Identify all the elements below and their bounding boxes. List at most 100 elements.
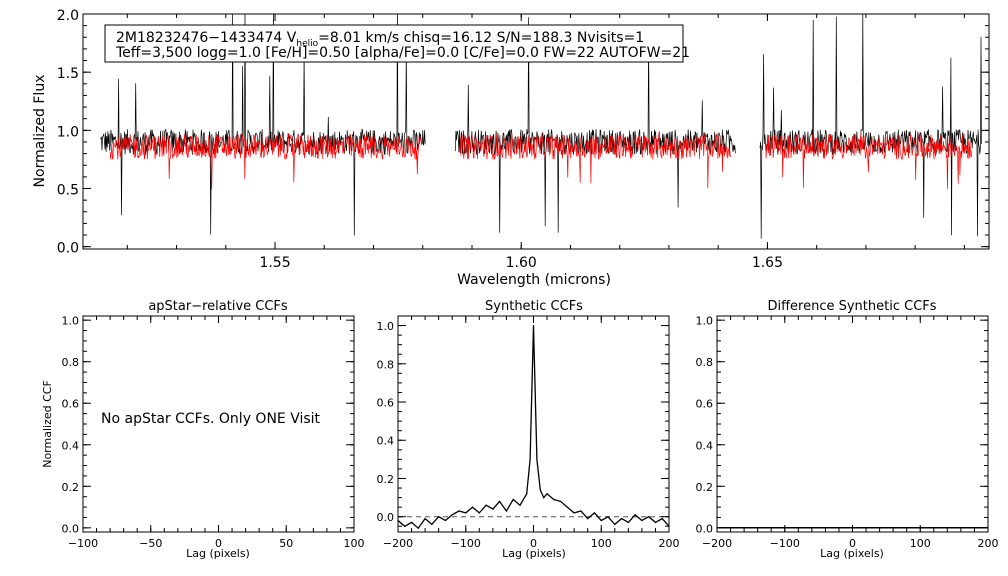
synthetic-ccf-point xyxy=(546,493,548,495)
synthetic-ccf-point xyxy=(600,519,602,522)
apstar-title: apStar−relative CCFs xyxy=(148,299,288,314)
annotation-line-2: Teff=3,500 logg=1.0 [Fe/H]=0.50 [alpha/F… xyxy=(115,45,690,61)
synthetic-ccf-point xyxy=(431,523,433,526)
synthetic-ytick-label: 0.0 xyxy=(377,511,395,524)
synthetic-xtick-label: 200 xyxy=(659,537,680,550)
synthetic-ytick-label: 0.4 xyxy=(377,435,395,448)
model-spectrum-line xyxy=(764,132,973,189)
synthetic-xtick-label: 0 xyxy=(530,537,537,550)
apstar-xtick-label: 50 xyxy=(279,537,293,550)
synthetic-ccf-point xyxy=(614,523,616,526)
model-spectrum-line xyxy=(459,133,731,189)
apstar-message: No apStar CCFs. Only ONE Visit xyxy=(101,411,321,427)
difference-ytick-label: 1.0 xyxy=(696,315,714,328)
difference-xtick-label: 0 xyxy=(849,537,856,550)
synthetic-ytick-label: 0.8 xyxy=(377,358,395,371)
synthetic-ccf-point xyxy=(648,516,650,518)
synthetic-ccf-point xyxy=(492,508,494,510)
synthetic-ccf-point xyxy=(566,506,569,508)
synthetic-ccf-point xyxy=(499,500,501,502)
spectrum-annotation: 2M18232476−1433474 Vhelio=8.01 km/s chis… xyxy=(104,24,690,63)
difference-ytick-label: 0.8 xyxy=(696,356,714,369)
spectrum-series xyxy=(99,14,982,239)
apstar-xlabel: Lag (pixels) xyxy=(186,547,250,560)
synthetic-ccf-point xyxy=(661,518,663,520)
apstar-ylabel: Normalized CCF xyxy=(41,380,54,468)
model-spectrum-line xyxy=(109,133,421,190)
spectrum-ylabel: Normalized Flux xyxy=(32,75,48,188)
synthetic-ccf-point xyxy=(485,504,487,506)
synthetic-xtick-label: 100 xyxy=(591,537,612,550)
synthetic-ccf-point xyxy=(529,458,531,460)
apstar-xtick-label: −50 xyxy=(139,537,162,550)
difference-ytick-label: 0.6 xyxy=(696,398,714,411)
difference-ytick-label: 0.0 xyxy=(696,522,714,535)
difference-xtick-label: −200 xyxy=(702,537,732,550)
apstar-xtick-label: −100 xyxy=(68,537,98,550)
synthetic-ccf-point xyxy=(634,514,636,516)
spectrum-xlabel: Wavelength (microns) xyxy=(457,272,611,288)
synthetic-ticks: −200 −100 0 100 200 0.0 0.2 0.4 0.6 0.8 1.0 xyxy=(377,315,680,550)
synthetic-ccf-point xyxy=(641,519,643,522)
synthetic-ccf-point xyxy=(478,512,480,514)
v-subscript: helio xyxy=(296,39,318,49)
difference-ticks: −200 −100 0 100 200 0.0 0.2 0.4 0.6 0.8 1.0 xyxy=(696,315,999,550)
spectrum-panel: 1.55 1.60 1.65 0.0 0.5 1.0 1.5 2.0 2M18232476−1… xyxy=(32,8,990,288)
spectrum-xtick-label: 1.55 xyxy=(259,255,290,271)
difference-xtick-label: 100 xyxy=(910,537,931,550)
apstar-ytick-label: 0.2 xyxy=(62,481,80,494)
difference-title: Difference Synthetic CCFs xyxy=(767,299,936,314)
synthetic-xlabel: Lag (pixels) xyxy=(502,547,566,560)
apstar-xtick-label: 0 xyxy=(215,537,222,550)
synthetic-ccf-point xyxy=(593,512,596,514)
synthetic-ccf-point xyxy=(519,504,521,506)
synthetic-ccf-point xyxy=(424,518,426,520)
synthetic-ccf-point xyxy=(526,493,528,495)
synthetic-panel: Synthetic CCFs −200 −100 0 100 200 0.0 0.2 0.4 0… xyxy=(377,299,680,560)
synthetic-ccf-point xyxy=(580,510,582,512)
apstar-ytick-label: 1.0 xyxy=(62,315,80,328)
synthetic-ccf-point xyxy=(411,521,413,524)
synthetic-title: Synthetic CCFs xyxy=(485,299,583,314)
synthetic-ytick-label: 0.6 xyxy=(377,397,395,410)
synthetic-ccf-point xyxy=(505,510,507,512)
synthetic-ccf-point xyxy=(444,519,446,522)
synthetic-ccf-point xyxy=(573,512,575,514)
synthetic-ccf-point xyxy=(438,516,440,518)
spectrum-ticks: 1.55 1.60 1.65 0.0 0.5 1.0 1.5 2.0 xyxy=(57,8,989,271)
annotation-box xyxy=(104,24,684,63)
synthetic-ccf-point xyxy=(536,458,538,460)
v-symbol: V xyxy=(287,30,297,46)
synthetic-ccf-line xyxy=(397,325,670,530)
spectrum-ytick-label: 0.5 xyxy=(57,183,79,199)
synthetic-ccf-point xyxy=(532,325,535,327)
synthetic-ccf-point xyxy=(451,514,453,516)
synthetic-series xyxy=(397,325,670,530)
synthetic-ccf-point xyxy=(539,489,541,491)
spectrum-xtick-label: 1.65 xyxy=(752,255,783,271)
synthetic-ccf-point xyxy=(607,516,609,518)
synthetic-ccf-point xyxy=(471,506,474,508)
difference-ytick-label: 0.2 xyxy=(696,481,714,494)
synthetic-ccf-point xyxy=(417,527,419,529)
synthetic-xtick-label: −200 xyxy=(383,537,413,550)
spectrum-ytick-label: 1.0 xyxy=(57,124,79,140)
apstar-ytick-label: 0.0 xyxy=(62,522,80,535)
apstar-xtick-label: 100 xyxy=(344,537,365,550)
apstar-ytick-label: 0.8 xyxy=(62,356,80,369)
synthetic-ccf-point xyxy=(512,498,514,501)
difference-plot-frame xyxy=(716,315,989,533)
v-value: =8.01 km/s chisq=16.12 S/N=188.3 Nvisits… xyxy=(318,30,644,46)
star-id: 2M18232476−1433474 xyxy=(116,30,282,46)
difference-ytick-label: 0.4 xyxy=(696,439,714,452)
synthetic-ccf-point xyxy=(587,518,589,520)
difference-xtick-label: −100 xyxy=(770,537,800,550)
difference-xtick-label: 200 xyxy=(978,537,999,550)
apstar-ytick-label: 0.4 xyxy=(62,439,80,452)
synthetic-ccf-point xyxy=(654,521,657,524)
difference-xlabel: Lag (pixels) xyxy=(820,547,884,560)
synthetic-ccf-point xyxy=(465,512,467,514)
synthetic-ytick-label: 1.0 xyxy=(377,320,395,333)
spectrum-ytick-label: 1.5 xyxy=(57,66,79,82)
spectrum-plot-frame xyxy=(82,13,990,250)
